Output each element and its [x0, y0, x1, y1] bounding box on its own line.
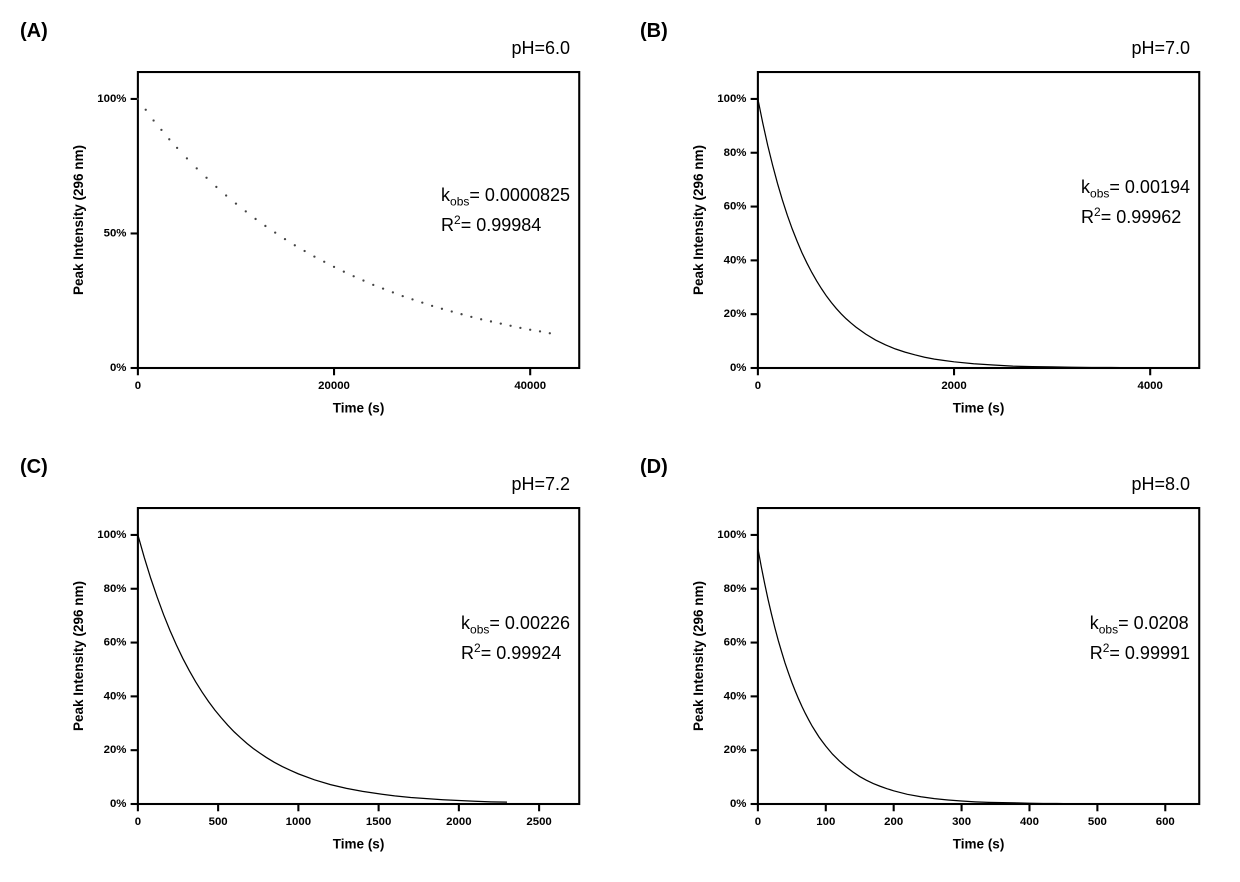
svg-text:20%: 20%	[104, 744, 127, 756]
chart-A-wrap: pH=6.0 kobs= 0.0000825 R2= 0.99984 0 2000…	[20, 20, 600, 426]
stats-block-C: kobs= 0.00226 R2= 0.99924	[461, 610, 570, 667]
ph-label-B: pH=7.0	[1131, 38, 1190, 59]
stats-block-A: kobs= 0.0000825 R2= 0.99984	[441, 182, 570, 239]
kobs-value-A: 0.0000825	[485, 185, 570, 205]
svg-text:40%: 40%	[724, 254, 747, 266]
panel-B: (B) pH=7.0 kobs= 0.00194 R2= 0.99962 020…	[640, 20, 1220, 426]
ph-label-A: pH=6.0	[511, 38, 570, 59]
svg-text:20%: 20%	[724, 308, 747, 320]
chart-B-wrap: pH=7.0 kobs= 0.00194 R2= 0.99962 0 2000 40…	[640, 20, 1220, 426]
svg-text:100: 100	[816, 816, 835, 828]
svg-text:2000: 2000	[446, 816, 471, 828]
svg-text:200: 200	[884, 816, 903, 828]
chart-D-wrap: pH=8.0 kobs= 0.0208 R2= 0.99991 0 100 200 3…	[640, 456, 1220, 862]
chart-svg-C: 0 500 1000 1500 2000 2500 0% 20% 40% 60% 80% 100% Ti…	[60, 476, 600, 862]
stats-block-D: kobs= 0.0208 R2= 0.99991	[1090, 610, 1190, 667]
svg-text:0: 0	[135, 380, 141, 392]
svg-text:100%: 100%	[717, 93, 746, 105]
svg-text:500: 500	[209, 816, 228, 828]
panel-D: (D) pH=8.0 kobs= 0.0208 R2= 0.99991 0100…	[640, 456, 1220, 862]
svg-text:1500: 1500	[366, 816, 391, 828]
chart-C-wrap: pH=7.2 kobs= 0.00226 R2= 0.99924 0 500 100…	[20, 456, 600, 862]
svg-text:400: 400	[1020, 816, 1039, 828]
svg-text:Time (s): Time (s)	[333, 837, 385, 852]
svg-text:1000: 1000	[286, 816, 311, 828]
svg-text:Peak Intensity (296 nm): Peak Intensity (296 nm)	[691, 581, 706, 731]
svg-text:Time (s): Time (s)	[333, 401, 385, 416]
svg-text:0%: 0%	[730, 798, 747, 810]
svg-text:80%: 80%	[724, 147, 747, 159]
kobs-value-C: 0.00226	[505, 613, 570, 633]
svg-text:0: 0	[755, 816, 761, 828]
svg-text:80%: 80%	[724, 583, 747, 595]
svg-text:100%: 100%	[717, 529, 746, 541]
svg-text:0%: 0%	[730, 362, 747, 374]
svg-text:40%: 40%	[104, 690, 127, 702]
svg-text:Peak Intensity (296 nm): Peak Intensity (296 nm)	[71, 581, 86, 731]
ph-label-D: pH=8.0	[1131, 474, 1190, 495]
svg-text:300: 300	[952, 816, 971, 828]
panel-C: (C) pH=7.2 kobs= 0.00226 R2= 0.99924 050…	[20, 456, 600, 862]
r2-value-C: 0.99924	[496, 643, 561, 663]
chart-svg-B: 0 2000 4000 0% 20% 40% 60% 80% 100% Time (s) Peak …	[680, 40, 1220, 426]
svg-text:20%: 20%	[724, 744, 747, 756]
svg-text:500: 500	[1088, 816, 1107, 828]
svg-text:Time (s): Time (s)	[953, 401, 1005, 416]
svg-text:0%: 0%	[110, 798, 127, 810]
svg-text:600: 600	[1156, 816, 1175, 828]
chart-svg-D: 0 100 200 300 400 500 600 0% 20% 40% 60% 80% 100% Tim…	[680, 476, 1220, 862]
svg-text:60%: 60%	[724, 637, 747, 649]
kobs-value-D: 0.0208	[1134, 613, 1189, 633]
svg-text:2500: 2500	[526, 816, 551, 828]
svg-text:2000: 2000	[941, 380, 966, 392]
svg-text:40000: 40000	[514, 380, 546, 392]
svg-text:0%: 0%	[110, 362, 127, 374]
svg-text:Peak Intensity (296 nm): Peak Intensity (296 nm)	[691, 145, 706, 295]
svg-text:50%: 50%	[104, 227, 127, 239]
svg-text:Time (s): Time (s)	[953, 837, 1005, 852]
kobs-value-B: 0.00194	[1125, 177, 1190, 197]
ph-label-C: pH=7.2	[511, 474, 570, 495]
svg-text:20000: 20000	[318, 380, 350, 392]
panel-A: (A) pH=6.0 kobs= 0.0000825 R2= 0.99984 0…	[20, 20, 600, 426]
svg-text:40%: 40%	[724, 690, 747, 702]
r2-value-B: 0.99962	[1116, 207, 1181, 227]
svg-text:100%: 100%	[97, 93, 126, 105]
svg-text:60%: 60%	[104, 637, 127, 649]
panel-grid: (A) pH=6.0 kobs= 0.0000825 R2= 0.99984 0…	[20, 20, 1220, 862]
svg-text:0: 0	[135, 816, 141, 828]
svg-text:0: 0	[755, 380, 761, 392]
svg-text:Peak Intensity (296 nm): Peak Intensity (296 nm)	[71, 145, 86, 295]
svg-text:80%: 80%	[104, 583, 127, 595]
r2-value-A: 0.99984	[476, 215, 541, 235]
stats-block-B: kobs= 0.00194 R2= 0.99962	[1081, 174, 1190, 231]
svg-text:60%: 60%	[724, 201, 747, 213]
svg-text:4000: 4000	[1138, 380, 1163, 392]
svg-text:100%: 100%	[97, 529, 126, 541]
r2-value-D: 0.99991	[1125, 643, 1190, 663]
